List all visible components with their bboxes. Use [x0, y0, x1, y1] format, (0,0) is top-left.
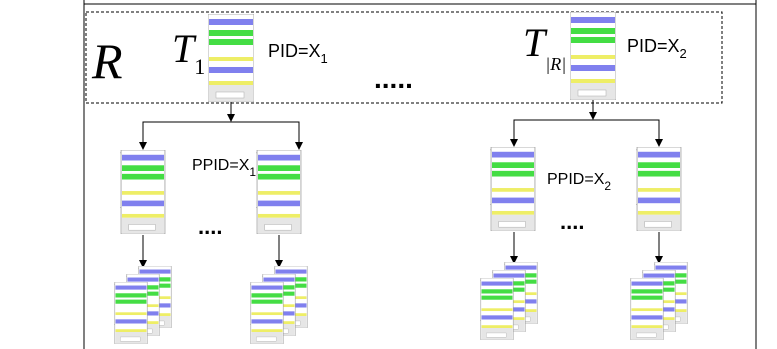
task-pid: PID=X1	[268, 41, 328, 66]
diagram: R T1 PID=X1 ..... T|R| PID=X2 PPID=X1 ..…	[0, 0, 777, 349]
task-memory	[564, 12, 616, 100]
task-name: T|R|	[523, 20, 566, 74]
child-memory	[485, 147, 535, 231]
grandchildren-stack	[627, 262, 688, 340]
children-label: PPID=X1	[192, 157, 256, 179]
child-memory	[631, 147, 681, 231]
grandchildren-stack	[111, 266, 172, 344]
children-label: PPID=X2	[547, 171, 611, 193]
task-name: T1	[172, 26, 205, 79]
grandchildren-stack	[477, 262, 538, 340]
children-ellipsis: ....	[198, 214, 222, 239]
grandchildren-stack	[247, 266, 308, 344]
ellipsis: .....	[374, 63, 413, 94]
child-memory	[115, 150, 165, 234]
child-memory	[251, 150, 301, 234]
children-ellipsis: ....	[560, 209, 584, 234]
set-label: R	[91, 33, 123, 89]
task-pid: PID=X2	[627, 36, 687, 61]
task-memory	[202, 14, 254, 102]
